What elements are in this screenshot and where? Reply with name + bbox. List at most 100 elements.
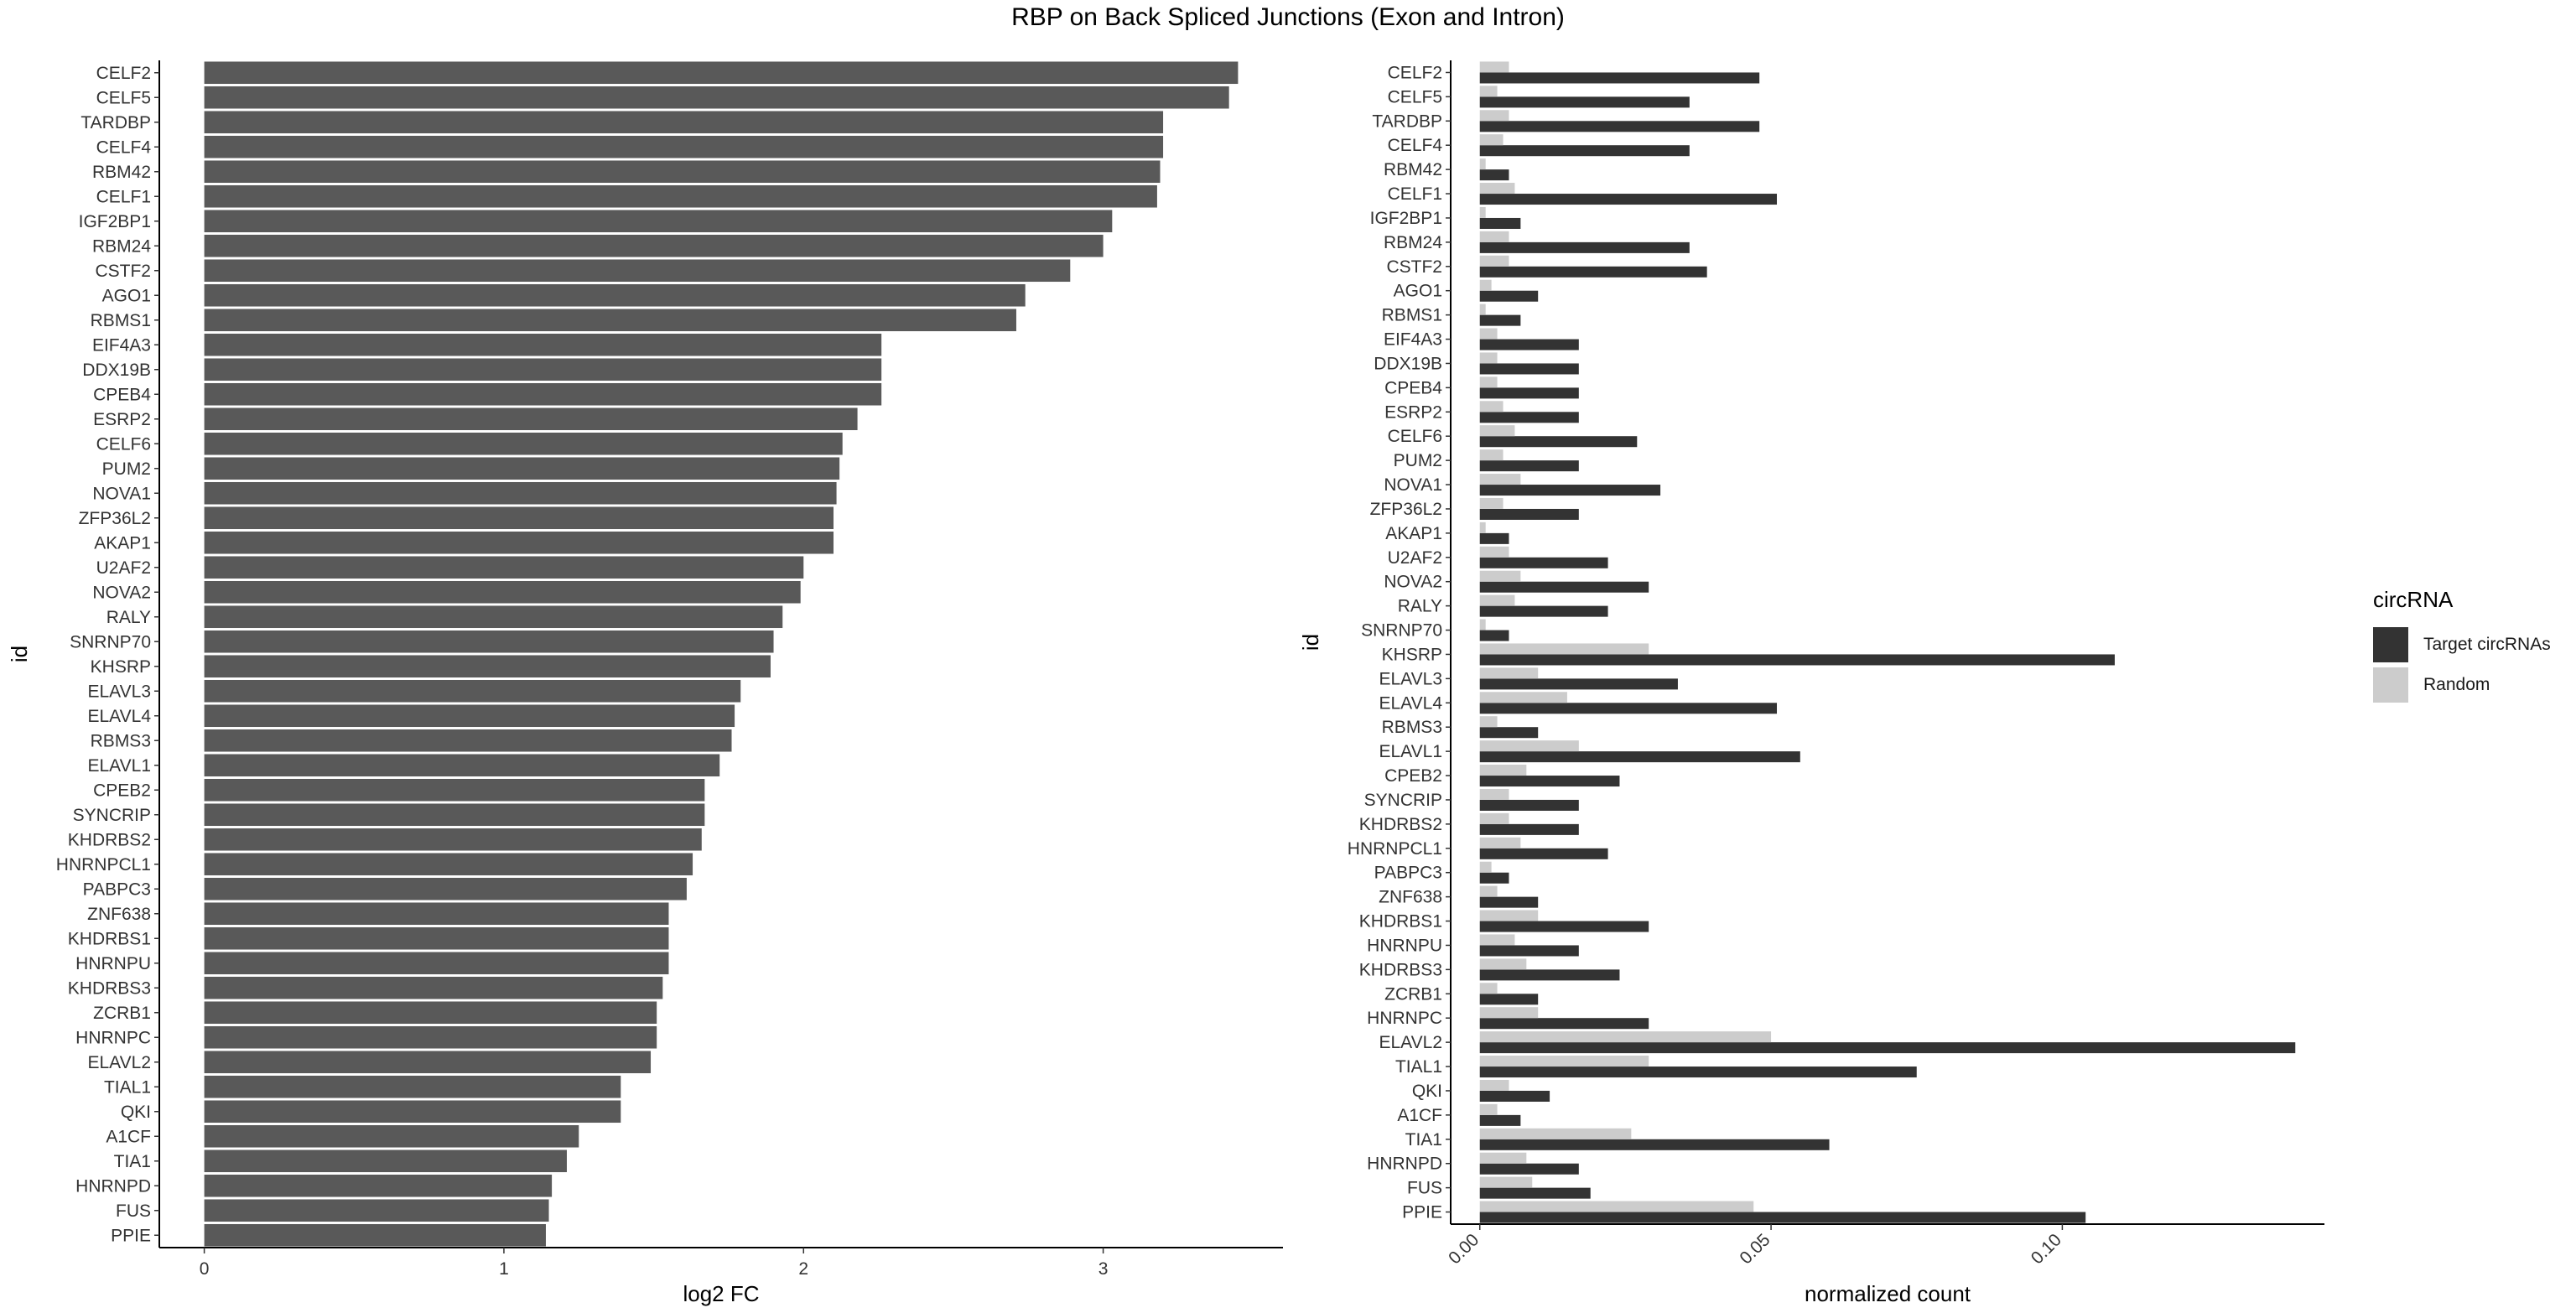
y-tick-label: CELF4 xyxy=(96,138,152,157)
y-tick-label: CPEB2 xyxy=(93,781,151,800)
y-tick-label: KHSRP xyxy=(91,657,151,677)
bar xyxy=(204,1199,549,1222)
bar xyxy=(204,1025,657,1049)
bar xyxy=(204,853,693,876)
left-bar-chart: CELF2 CELF5 TARDBP CELF4 RBM42 CELF1 IGF2BP1 RB… xyxy=(7,60,1283,1306)
y-tick-label: U2AF2 xyxy=(1388,548,1442,568)
y-tick-label: ESRP2 xyxy=(1384,402,1442,422)
bar-random xyxy=(1479,352,1498,364)
y-tick-label: QKI xyxy=(1412,1082,1442,1101)
bar-random xyxy=(1479,594,1515,606)
bar-random xyxy=(1479,1079,1509,1091)
bar-target xyxy=(1479,508,1579,520)
x-tick-label: 0 xyxy=(200,1259,210,1279)
bar-target xyxy=(1479,96,1690,108)
y-tick-label: ELAVL4 xyxy=(1379,693,1443,713)
bar-random xyxy=(1479,158,1486,170)
bar xyxy=(204,333,882,356)
bar-target xyxy=(1479,654,2115,666)
bar xyxy=(204,828,702,851)
legend: circRNA Target circRNAs Random xyxy=(2373,587,2566,705)
bar-random xyxy=(1479,765,1527,776)
y-tick-label: AGO1 xyxy=(1394,282,1442,301)
y-tick-label: ELAVL1 xyxy=(88,756,152,776)
bar-target xyxy=(1479,339,1579,350)
y-tick-label: ELAVL4 xyxy=(88,707,152,726)
y-tick-label: KHSRP xyxy=(1382,645,1442,664)
y-tick-label: ZFP36L2 xyxy=(79,509,151,528)
y-tick-label: DDX19B xyxy=(82,361,151,380)
y-tick-label: KHDRBS3 xyxy=(68,978,151,998)
y-tick-label: TARDBP xyxy=(1372,112,1442,131)
y-tick-label: HNRNPD xyxy=(1367,1155,1442,1174)
bar-target xyxy=(1479,969,1620,981)
bar-random xyxy=(1479,570,1521,582)
right-bar-chart: CELF2 CELF5 TARDBP CELF4 RBM42 CELF1 IGF2BP1 RB… xyxy=(1298,60,2324,1306)
y-tick-label: RALY xyxy=(1398,597,1442,616)
bar-random xyxy=(1479,231,1509,242)
bar-target xyxy=(1479,1163,1579,1175)
y-tick-label: CSTF2 xyxy=(1386,257,1442,277)
bar-random xyxy=(1479,376,1498,388)
bar-random xyxy=(1479,958,1527,970)
bar xyxy=(204,210,1113,233)
bar-target xyxy=(1479,387,1579,399)
y-tick-label: CSTF2 xyxy=(95,262,151,281)
bar-target xyxy=(1479,217,1521,229)
bar xyxy=(204,1001,657,1025)
bar xyxy=(204,778,705,802)
legend-key-random xyxy=(2373,667,2408,703)
bar-random xyxy=(1479,885,1498,897)
bar-random xyxy=(1479,910,1539,921)
bar-target xyxy=(1479,1114,1521,1126)
bar-target xyxy=(1479,1018,1649,1030)
bar-random xyxy=(1479,86,1498,97)
bar-target xyxy=(1479,460,1579,472)
y-tick-label: RBMS1 xyxy=(1382,306,1442,325)
y-tick-label: RBMS3 xyxy=(1382,718,1442,737)
y-tick-label: KHDRBS1 xyxy=(68,929,151,948)
x-axis-title: log2 FC xyxy=(683,1281,759,1306)
bar-random xyxy=(1479,619,1486,631)
y-tick-label: DDX19B xyxy=(1374,354,1442,373)
bar xyxy=(204,754,720,777)
bar-target xyxy=(1479,241,1690,253)
bar-target xyxy=(1479,1042,2296,1054)
y-tick-label: RBMS1 xyxy=(91,311,151,330)
bar xyxy=(204,234,1104,257)
y-tick-label: CELF2 xyxy=(1388,63,1442,82)
bar xyxy=(204,184,1157,208)
bar xyxy=(204,61,1239,85)
y-tick-label: SNRNP70 xyxy=(70,632,151,651)
x-tick-label: 0.10 xyxy=(2028,1230,2065,1268)
y-tick-label: PABPC3 xyxy=(83,880,151,899)
y-tick-label: CPEB4 xyxy=(1384,378,1442,397)
bar-random xyxy=(1479,1128,1632,1139)
bar-random xyxy=(1479,304,1486,315)
y-tick-label: RBM42 xyxy=(92,163,151,182)
y-tick-label: CELF5 xyxy=(96,88,151,107)
y-tick-label: NOVA2 xyxy=(92,583,151,602)
x-tick-label: 1 xyxy=(499,1259,509,1279)
y-tick-label: CELF2 xyxy=(96,64,151,83)
bar-random xyxy=(1479,1103,1498,1115)
bar xyxy=(204,531,834,554)
y-tick-label: HNRNPD xyxy=(75,1176,151,1196)
x-tick-label: 3 xyxy=(1098,1259,1109,1279)
bar-target xyxy=(1479,703,1778,714)
y-tick-label: KHDRBS1 xyxy=(1359,912,1442,932)
bar-random xyxy=(1479,206,1486,218)
bar xyxy=(204,655,771,678)
bar xyxy=(204,1150,567,1173)
bar xyxy=(204,259,1071,283)
y-tick-label: TIAL1 xyxy=(1395,1057,1442,1077)
y-tick-label: A1CF xyxy=(1397,1106,1442,1125)
legend-key-target xyxy=(2373,627,2408,662)
bar-target xyxy=(1479,266,1707,278)
bar xyxy=(204,1124,579,1148)
bar xyxy=(204,976,663,999)
bar-random xyxy=(1479,134,1504,146)
bar xyxy=(204,111,1164,134)
bar xyxy=(204,358,882,381)
